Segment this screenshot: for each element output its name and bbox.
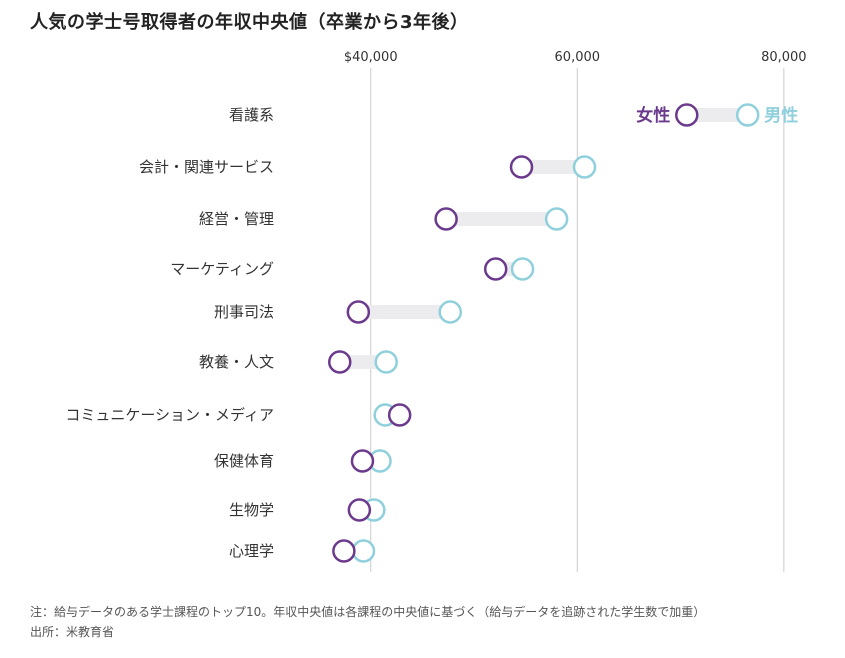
female-point xyxy=(346,300,371,324)
female-point xyxy=(328,350,352,374)
male-point xyxy=(438,300,463,324)
female-point xyxy=(434,207,458,231)
female-point xyxy=(350,449,375,473)
female-point xyxy=(387,403,412,427)
legend-female-label: 女性 xyxy=(636,105,670,126)
category-label: 会計・関連サービス xyxy=(139,158,274,176)
female-point xyxy=(483,257,508,281)
x-tick-label: 60,000 xyxy=(555,50,601,65)
category-label: 看護系 xyxy=(229,106,274,124)
category-label: 生物学 xyxy=(229,501,274,519)
male-point xyxy=(544,207,569,231)
male-point xyxy=(572,155,597,179)
category-label: 刑事司法 xyxy=(214,303,274,321)
footnote-source: 出所：米教育省 xyxy=(30,625,115,639)
chart-title: 人気の学士号取得者の年収中央値（卒業から3年後） xyxy=(30,12,469,33)
footnote-note: 注：給与データのある学士課程のトップ10。年収中央値は各課程の中央値に基づく（給… xyxy=(30,605,706,619)
footnote: 注：給与データのある学士課程のトップ10。年収中央値は各課程の中央値に基づく（給… xyxy=(30,602,705,642)
male-point xyxy=(510,257,535,281)
male-point xyxy=(374,350,398,374)
category-label: 教養・人文 xyxy=(199,353,274,371)
category-label: 保健体育 xyxy=(214,452,274,470)
female-point xyxy=(509,155,534,179)
male-point xyxy=(735,103,760,127)
category-label: 経営・管理 xyxy=(199,210,274,228)
x-tick-label: 80,000 xyxy=(761,50,807,65)
category-label: コミュニケーション・メディア xyxy=(65,406,274,424)
dumbbell-chart: $40,000 60,000 80,000 看護系 女性 男性会計・関連サービス経営・管理… xyxy=(65,50,807,572)
legend-male-label: 男性 xyxy=(764,105,798,126)
female-point xyxy=(332,539,356,563)
x-tick-label: $40,000 xyxy=(344,50,398,65)
category-label: 心理学 xyxy=(229,542,274,560)
male-point xyxy=(351,539,376,563)
category-label: マーケティング xyxy=(170,260,274,278)
female-point xyxy=(347,498,372,522)
female-point xyxy=(675,103,699,127)
